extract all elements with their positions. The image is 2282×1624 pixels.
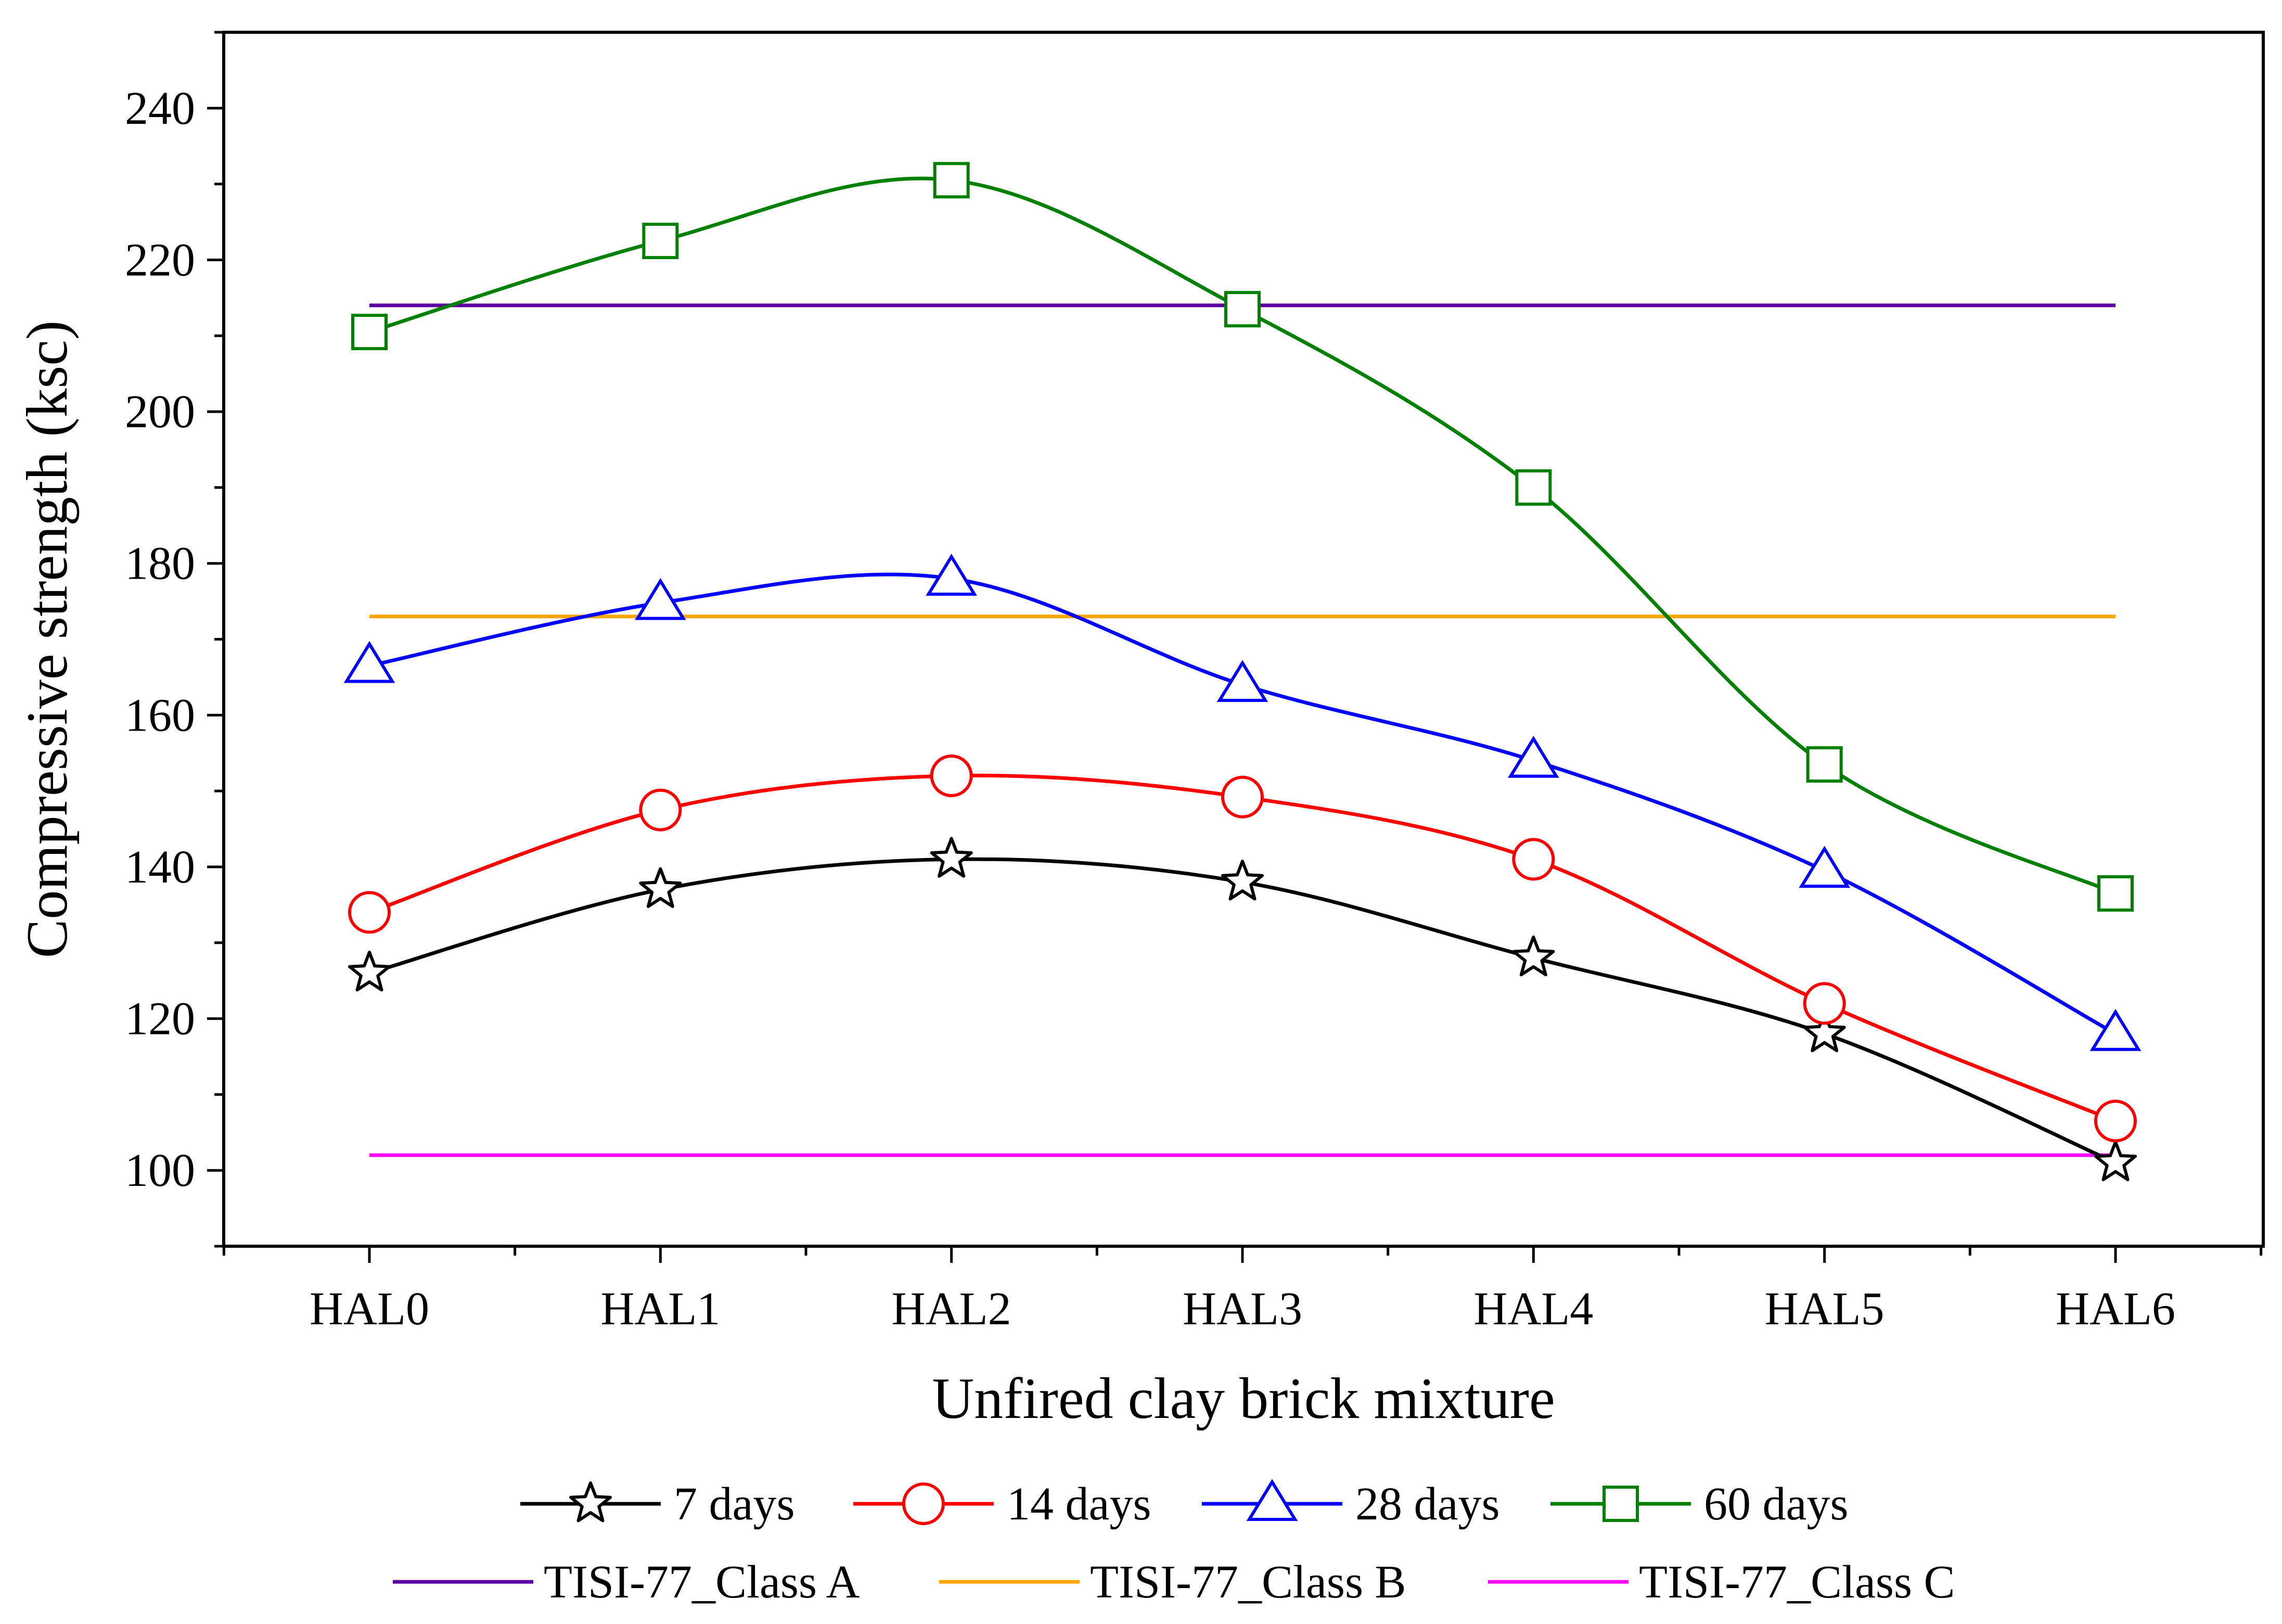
data-point-7-days (1803, 1011, 1846, 1053)
data-point-60-days (642, 222, 679, 259)
data-point-28-days (634, 578, 686, 620)
data-point-60-days (351, 313, 388, 350)
plot-frame (222, 31, 2265, 1248)
legend-label: TISI-77_Class C (1639, 1556, 1955, 1608)
x-tick-label: HAL4 (1473, 1283, 1593, 1335)
data-point-7-days (1512, 935, 1555, 977)
legend-marker (1602, 1486, 1639, 1522)
legend-label: 14 days (1007, 1478, 1151, 1530)
x-axis-title: Unfired clay brick mixture (932, 1366, 1555, 1431)
x-tick-label: HAL0 (310, 1283, 429, 1335)
x-tick-label: HAL2 (892, 1283, 1011, 1335)
data-point-60-days (2097, 875, 2134, 912)
legend-item-tisi-77-class-b: TISI-77_Class B (939, 1556, 1406, 1608)
y-tick-label: 200 (125, 386, 195, 438)
y-tick-label: 220 (125, 234, 195, 286)
legend-item-7-days: 7 days (520, 1478, 794, 1530)
data-point-14-days (1221, 775, 1264, 819)
data-point-60-days (933, 162, 970, 199)
data-point-14-days (2094, 1099, 2137, 1143)
legend-marker (569, 1481, 612, 1523)
data-point-7-days (930, 837, 973, 878)
y-tick-label: 140 (125, 841, 195, 893)
series-line-14-days (368, 773, 2117, 1123)
axes: 100 120 140 160 180 200 220 240 HAL0 HAL1 HAL2 HAL3… (125, 31, 2265, 1335)
x-tick-label: HAL1 (600, 1283, 720, 1335)
y-tick-label: 240 (125, 83, 195, 134)
legend-label: TISI-77_Class A (544, 1556, 860, 1608)
series-line-7-days (369, 857, 2117, 1165)
legend-item-tisi-77-class-c: TISI-77_Class C (1488, 1556, 1955, 1608)
legend-marker (902, 1482, 945, 1525)
data-point-14-days (1803, 982, 1846, 1025)
legend-label: 60 days (1704, 1478, 1848, 1530)
y-tick-label: 180 (125, 538, 195, 590)
data-point-28-days (1507, 736, 1559, 778)
legend-item-28-days: 28 days (1202, 1478, 1499, 1530)
data-point-28-days (1216, 660, 1268, 702)
x-tick-label: HAL3 (1183, 1283, 1302, 1335)
data-point-7-days (348, 951, 391, 992)
x-tick-label: HAL5 (1765, 1283, 1884, 1335)
legend-label: TISI-77_Class B (1090, 1556, 1406, 1608)
legend-item-14-days: 14 days (853, 1478, 1151, 1530)
y-tick-label: 160 (125, 689, 195, 741)
y-tick-label: 120 (125, 993, 195, 1045)
plot-area (343, 162, 2142, 1181)
y-axis-title: Compressive strength (ksc) (15, 321, 80, 958)
legend-item-60-days: 60 days (1550, 1478, 1848, 1530)
data-point-60-days (1806, 746, 1843, 783)
data-point-28-days (2089, 1008, 2142, 1051)
legend-label: 7 days (674, 1478, 794, 1530)
data-point-14-days (639, 788, 682, 832)
data-point-7-days (2094, 1140, 2137, 1181)
data-point-28-days (926, 554, 978, 596)
data-point-7-days (639, 867, 682, 908)
legend-item-tisi-77-class-a: TISI-77_Class A (393, 1556, 860, 1608)
data-point-60-days (1224, 291, 1261, 328)
data-point-14-days (1512, 838, 1555, 881)
data-point-60-days (1515, 469, 1552, 506)
x-tick-label: HAL6 (2056, 1283, 2175, 1335)
y-tick-label: 100 (125, 1145, 195, 1196)
data-point-28-days (343, 641, 395, 683)
data-point-14-days (348, 891, 391, 934)
data-point-7-days (1221, 860, 1264, 901)
legend-marker (1246, 1479, 1298, 1521)
legend: 7 days 14 days 28 days 60 days TISI-77_Class… (393, 1478, 1955, 1608)
data-point-28-days (1799, 846, 1851, 888)
data-point-14-days (930, 754, 973, 797)
legend-label: 28 days (1355, 1478, 1499, 1530)
